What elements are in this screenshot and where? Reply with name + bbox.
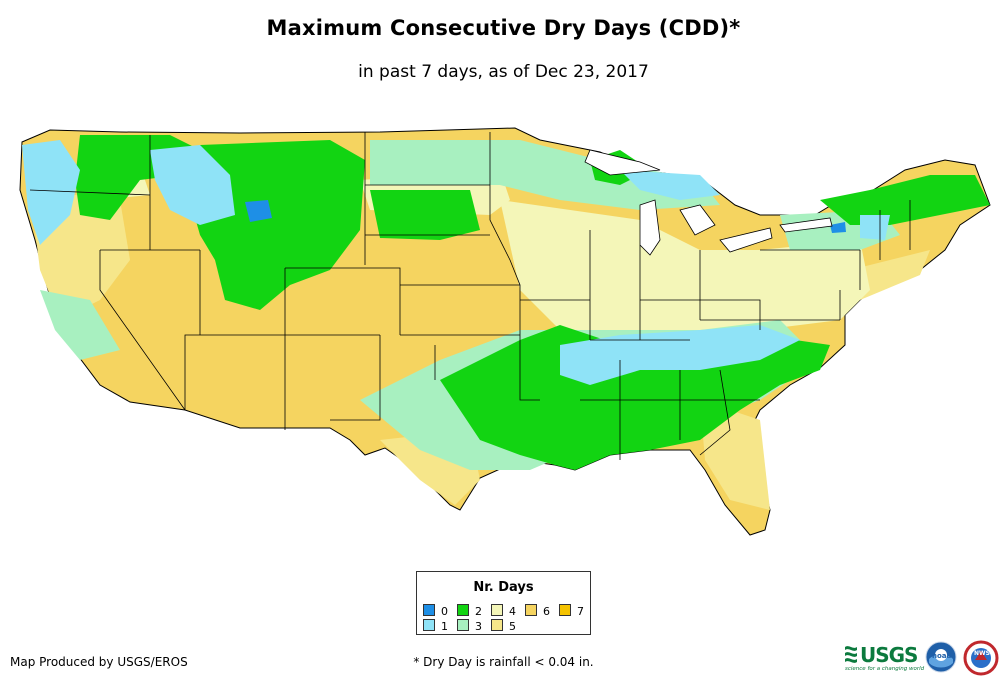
legend-label-5: 5 — [509, 620, 516, 633]
legend-item-4: 4 — [491, 604, 516, 617]
noaa-logo-text: noaa — [932, 652, 952, 660]
nws-logo — [963, 640, 999, 676]
legend-item-3: 3 — [457, 619, 482, 632]
swatch-5 — [491, 619, 503, 631]
usgs-wordmark: USGS — [860, 643, 918, 667]
great-lakes — [584, 149, 833, 256]
legend-label-4: 4 — [509, 605, 516, 618]
swatch-3 — [457, 619, 469, 631]
nws-logo-text: NWS — [974, 650, 990, 657]
noaa-logo — [925, 641, 957, 673]
map-title: Maximum Consecutive Dry Days (CDD)* — [266, 16, 741, 40]
legend-item-1: 1 — [423, 619, 448, 632]
swatch-0 — [423, 604, 435, 616]
state-boundaries — [29, 132, 911, 460]
legend-label-3: 3 — [475, 620, 482, 633]
zone-layer-0 — [245, 200, 846, 233]
legend-label-1: 1 — [441, 620, 448, 633]
legend-item-5: 5 — [491, 619, 516, 632]
legend-item-2: 2 — [457, 604, 482, 617]
legend-title: Nr. Days — [473, 580, 534, 595]
legend-item-6: 6 — [525, 604, 550, 617]
map-credit: Map Produced by USGS/EROS — [10, 655, 188, 669]
legend-item-0: 0 — [423, 604, 448, 617]
swatch-7 — [559, 604, 571, 616]
legend-label-0: 0 — [441, 605, 448, 618]
usgs-logo — [845, 646, 857, 663]
legend-label-7: 7 — [577, 605, 584, 618]
usgs-tagline: science for a changing world — [845, 666, 925, 672]
legend-label-6: 6 — [543, 605, 550, 618]
swatch-6 — [525, 604, 537, 616]
map-subtitle: in past 7 days, as of Dec 23, 2017 — [358, 62, 649, 82]
legend-label-2: 2 — [475, 605, 482, 618]
legend: Nr. Days 0 1 2 3 4 5 6 7 — [416, 571, 591, 635]
footnote: * Dry Day is rainfall < 0.04 in. — [413, 655, 594, 669]
swatch-1 — [423, 619, 435, 631]
swatch-2 — [457, 604, 469, 616]
swatch-4 — [491, 604, 503, 616]
legend-item-7: 7 — [559, 604, 584, 617]
